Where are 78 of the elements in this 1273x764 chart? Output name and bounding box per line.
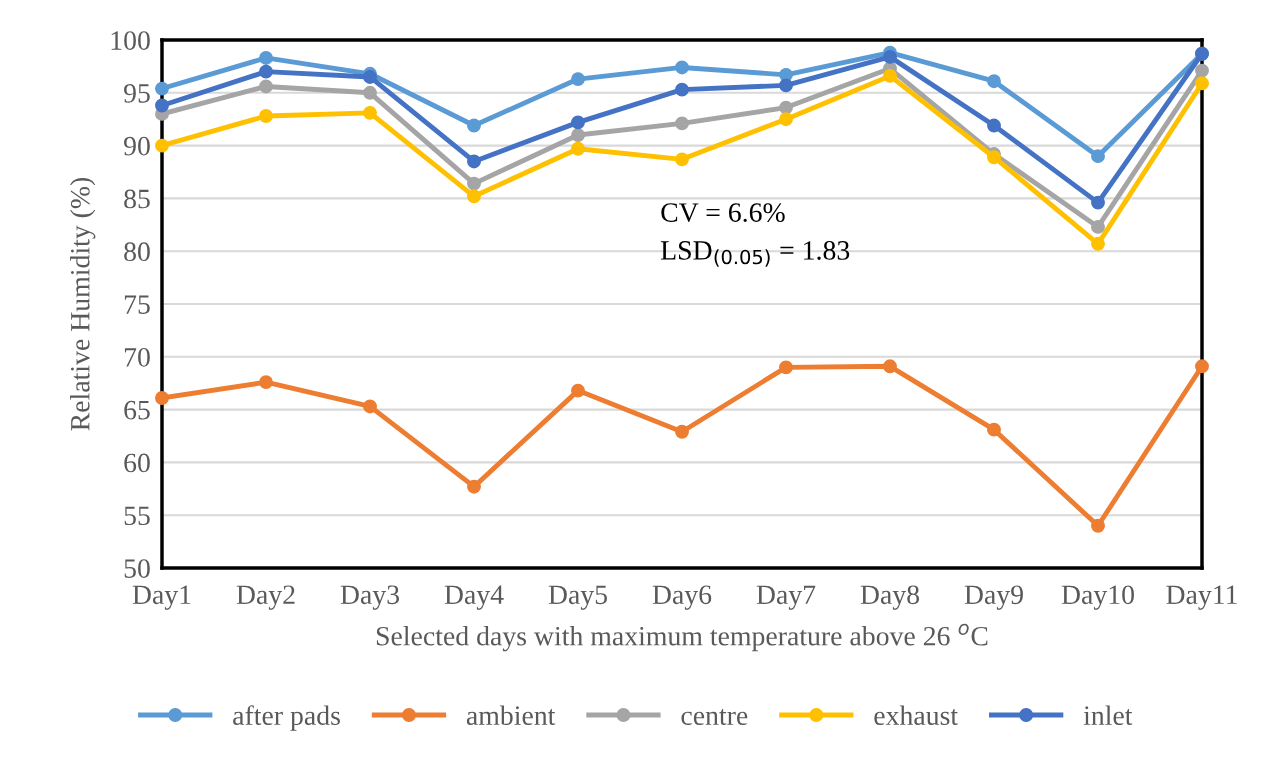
point [467, 189, 481, 204]
point [467, 154, 481, 169]
point [467, 176, 481, 191]
x-tick-label: Day9 [964, 585, 1023, 610]
point [259, 375, 273, 390]
point [155, 138, 169, 153]
legend-label: exhaust [874, 705, 958, 726]
annotation: LSD$_{(0.05)}$ = 1.83 [660, 241, 850, 267]
x-tick-label: Day2 [236, 585, 295, 610]
y-tick-label: 90 [124, 136, 150, 156]
point [363, 399, 377, 414]
point [363, 85, 377, 100]
x-tick-label: Day7 [756, 585, 816, 610]
point [259, 51, 273, 65]
point [571, 115, 585, 130]
x-tick-label: Day4 [444, 585, 504, 610]
point [571, 383, 585, 398]
point [675, 152, 689, 167]
point [675, 116, 689, 131]
point [259, 109, 273, 123]
point [1091, 149, 1105, 164]
point [467, 118, 481, 133]
y-tick-label: 80 [124, 242, 150, 262]
point [571, 141, 585, 156]
point [675, 60, 689, 75]
legend-label: after pads [233, 705, 340, 731]
point [779, 100, 793, 115]
point [467, 479, 481, 494]
point [675, 82, 689, 97]
point [1195, 359, 1209, 374]
x-tick-label: Day6 [652, 585, 712, 610]
point [363, 70, 377, 84]
x-tick-label: Day5 [548, 585, 607, 610]
point [675, 424, 689, 439]
point [259, 64, 273, 79]
x-axis-title: Selected days with maximum temperature above 26 $^{o}$C [376, 623, 988, 652]
point [571, 128, 585, 142]
point [155, 98, 169, 113]
point [155, 391, 169, 405]
point [155, 81, 169, 96]
point [779, 78, 793, 93]
point [779, 360, 793, 375]
point [987, 422, 1001, 437]
x-tick-label: Day1 [132, 585, 191, 610]
x-tick-label: Day10 [1061, 585, 1134, 610]
y-tick-label: 95 [124, 84, 150, 103]
y-tick-label: 100 [111, 31, 150, 50]
y-tick-label: 60 [124, 453, 150, 473]
y-tick-label: 55 [124, 506, 150, 526]
point [987, 150, 1001, 165]
point [779, 112, 793, 127]
point [1195, 76, 1209, 91]
x-tick-label: Day11 [1166, 585, 1237, 610]
point [1091, 236, 1105, 251]
point [259, 79, 273, 94]
point [363, 105, 377, 120]
point [987, 118, 1001, 133]
point [883, 49, 897, 64]
y-tick-label: 75 [124, 295, 150, 314]
y-tick-label: 50 [124, 559, 150, 578]
annotation: CV = 6.6% [661, 203, 785, 223]
point [1091, 219, 1105, 234]
y-tick-label: 70 [124, 347, 150, 367]
point [1091, 518, 1105, 533]
point [883, 359, 897, 374]
y-tick-label: 85 [124, 189, 150, 209]
point [1195, 63, 1209, 78]
x-tick-label: Day8 [860, 585, 920, 610]
point [571, 72, 585, 87]
legend-label: ambient [466, 705, 556, 726]
y-tick-label: 65 [124, 400, 150, 420]
legend-label: centre [681, 709, 748, 726]
point [1091, 195, 1105, 210]
y-axis-title: Relative Humidity (%) [70, 177, 96, 431]
point [883, 68, 897, 83]
x-tick-label: Day3 [340, 585, 399, 610]
legend-label: inlet [1083, 705, 1133, 726]
point [987, 74, 1001, 89]
